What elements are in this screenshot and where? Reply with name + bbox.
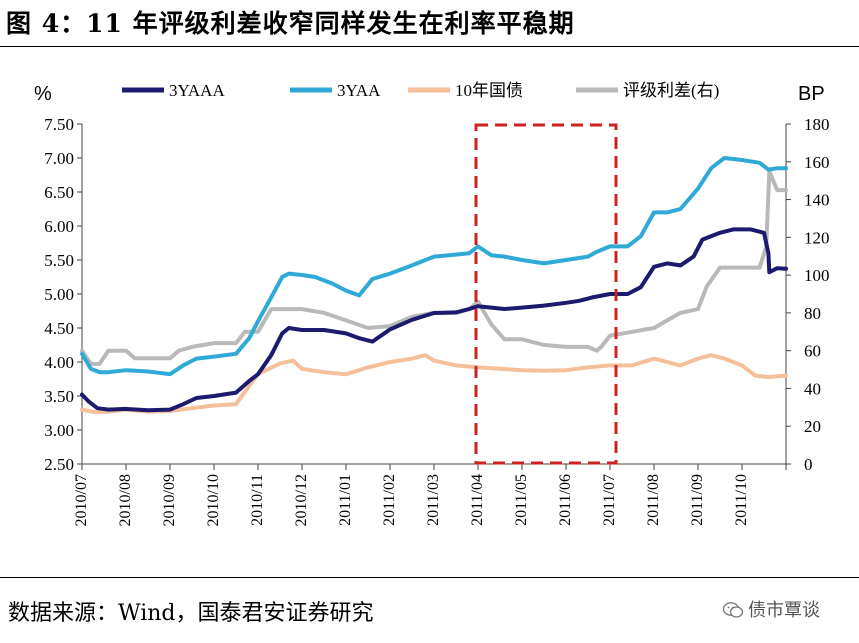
x-tick-label: 2010/12 xyxy=(293,474,310,526)
x-tick-label: 2011/03 xyxy=(425,474,442,526)
legend-label-2: 10年国债 xyxy=(455,81,523,100)
right-y-axis: 180 160 140 120 100 80 60 40 20 0 xyxy=(785,115,830,474)
left-tick-label: 3.50 xyxy=(44,387,74,406)
legend-label-3: 评级利差(右) xyxy=(623,81,719,100)
left-y-axis: 7.50 7.00 6.50 6.00 5.50 5.00 4.50 4.00 3.50 3.00… xyxy=(44,115,83,474)
right-tick-label: 60 xyxy=(804,342,821,361)
source-note: 数据来源：Wind，国泰君安证券研究 xyxy=(8,601,374,626)
left-tick-label: 7.50 xyxy=(44,115,74,134)
right-tick-label: 120 xyxy=(804,228,830,247)
source-divider xyxy=(0,577,859,578)
x-axis: 2010/07 2010/08 2010/09 2010/10 2010/11 2010/… xyxy=(73,463,787,526)
right-tick-label: 100 xyxy=(804,266,830,285)
legend: 3YAAA 3YAA 10年国债 评级利差(右) xyxy=(122,81,719,100)
left-tick-label: 4.50 xyxy=(44,319,74,338)
right-tick-label: 180 xyxy=(804,115,830,134)
x-tick-label: 2011/02 xyxy=(381,474,398,526)
left-tick-label: 4.00 xyxy=(44,353,74,372)
x-tick-label: 2011/06 xyxy=(557,474,574,526)
legend-label-0: 3YAAA xyxy=(169,81,225,100)
right-axis-unit: BP xyxy=(798,83,825,105)
left-tick-label: 7.00 xyxy=(44,149,74,168)
right-tick-label: 40 xyxy=(804,379,821,398)
right-tick-label: 80 xyxy=(804,304,821,323)
right-tick-label: 160 xyxy=(804,153,830,172)
x-tick-label: 2010/07 xyxy=(73,474,90,526)
left-tick-label: 3.00 xyxy=(44,421,74,440)
x-tick-label: 2011/07 xyxy=(601,474,618,526)
right-tick-label: 20 xyxy=(804,417,821,436)
series-line-1 xyxy=(80,156,788,377)
left-tick-label: 2.50 xyxy=(44,455,74,474)
rating-spread-chart: 3YAAA 3YAA 10年国债 评级利差(右) % BP 7.50 7.00 6.50 6… xyxy=(34,81,830,526)
series-line-2 xyxy=(80,353,788,415)
watermark-text: 债市覃谈 xyxy=(748,600,820,621)
left-tick-label: 5.50 xyxy=(44,251,74,270)
x-tick-label: 2010/11 xyxy=(249,474,266,526)
left-tick-label: 5.00 xyxy=(44,285,74,304)
x-tick-label: 2010/09 xyxy=(161,474,178,526)
x-tick-label: 2011/10 xyxy=(733,474,750,526)
right-tick-label: 140 xyxy=(804,191,830,210)
right-tick-label: 0 xyxy=(804,455,813,474)
highlight-box xyxy=(474,123,618,465)
wechat-icon xyxy=(722,602,744,618)
left-axis-unit: % xyxy=(34,83,52,105)
x-tick-label: 2011/04 xyxy=(469,474,486,526)
watermark: 债市覃谈 xyxy=(722,596,820,622)
x-tick-label: 2011/05 xyxy=(513,474,530,526)
series-layer xyxy=(80,156,788,415)
x-tick-label: 2011/09 xyxy=(689,474,706,526)
x-tick-label: 2010/10 xyxy=(205,474,222,526)
title-divider xyxy=(0,46,859,47)
series-line-0 xyxy=(80,227,788,413)
left-tick-label: 6.50 xyxy=(44,183,74,202)
legend-label-1: 3YAA xyxy=(337,81,381,100)
series-line-3 xyxy=(80,169,788,366)
left-tick-label: 6.00 xyxy=(44,217,74,236)
x-tick-label: 2010/08 xyxy=(117,474,134,526)
x-tick-label: 2011/01 xyxy=(337,474,354,526)
x-tick-label: 2011/08 xyxy=(645,474,662,526)
figure-title: 图 4：11 年评级利差收窄同样发生在利率平稳期 xyxy=(6,9,575,38)
